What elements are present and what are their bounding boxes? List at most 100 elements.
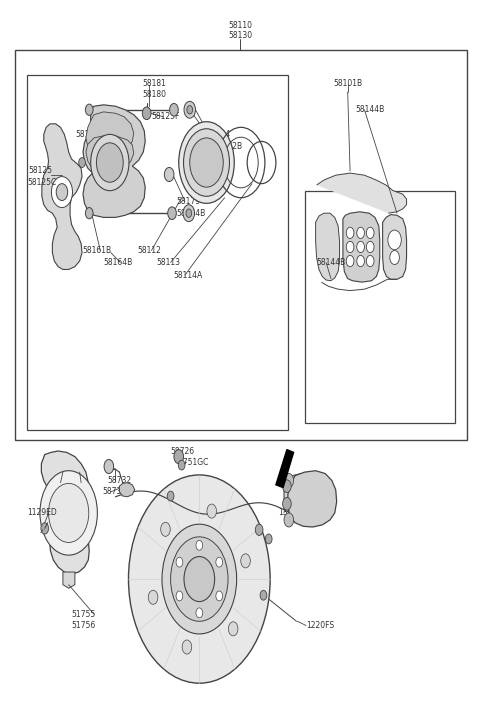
Circle shape [167,491,174,501]
Text: 58125: 58125 [28,166,52,176]
Circle shape [390,250,399,264]
Polygon shape [316,213,339,281]
Circle shape [79,158,85,168]
Text: 51756: 51756 [72,621,96,630]
Circle shape [161,522,170,537]
Polygon shape [86,136,134,171]
Text: 58114A: 58114A [173,271,202,280]
Polygon shape [42,124,82,269]
Text: 58162B: 58162B [214,142,243,151]
Text: 58180: 58180 [142,90,166,99]
Text: 58110: 58110 [228,21,252,30]
Circle shape [346,227,354,238]
Circle shape [162,525,237,634]
Circle shape [176,591,183,601]
Circle shape [255,525,263,535]
Text: 58151B: 58151B [214,534,243,544]
Circle shape [129,475,270,683]
Text: 58164B: 58164B [177,209,206,218]
Circle shape [179,122,234,203]
Circle shape [143,107,151,120]
Circle shape [284,474,294,488]
Text: 58163B: 58163B [75,130,104,139]
Text: 1751GC: 1751GC [209,522,239,532]
Text: 58732: 58732 [107,476,131,485]
Circle shape [96,143,123,182]
Circle shape [207,504,216,518]
Circle shape [85,207,93,219]
Circle shape [104,460,114,474]
Circle shape [283,498,291,510]
Circle shape [366,255,374,266]
Circle shape [196,608,203,618]
Circle shape [169,104,178,116]
Circle shape [241,554,251,568]
Circle shape [56,183,68,200]
Polygon shape [383,214,407,279]
Circle shape [51,176,72,207]
Circle shape [91,135,129,190]
Polygon shape [343,212,380,282]
Circle shape [187,106,192,114]
Circle shape [366,227,374,238]
Circle shape [48,484,89,542]
Text: 58144B: 58144B [317,258,346,267]
Circle shape [178,460,185,470]
Text: 58726: 58726 [170,446,195,455]
Circle shape [174,450,183,464]
Circle shape [265,534,272,544]
Circle shape [366,241,374,252]
Circle shape [196,540,203,550]
Text: 58181: 58181 [142,79,166,88]
Text: 1751GC: 1751GC [178,458,208,467]
Polygon shape [120,483,135,497]
Bar [15,50,468,441]
Circle shape [228,622,238,636]
Polygon shape [63,572,75,588]
Text: 58161B: 58161B [82,246,111,255]
Circle shape [346,255,354,266]
Text: 58314: 58314 [206,130,230,139]
Text: 58125F: 58125F [152,112,180,121]
Circle shape [216,591,223,601]
Circle shape [168,207,176,219]
Circle shape [148,590,158,604]
Polygon shape [288,471,336,527]
Bar [27,75,288,430]
Circle shape [184,556,215,601]
Circle shape [216,557,223,567]
Circle shape [184,102,195,118]
Text: 58130: 58130 [228,32,252,40]
Circle shape [183,129,229,196]
Text: 1220FS: 1220FS [306,621,334,630]
Circle shape [85,104,93,116]
Text: 58164B: 58164B [104,258,133,267]
Text: 58179: 58179 [177,197,201,206]
Text: 51712: 51712 [187,670,211,679]
Text: 1360GJ: 1360GJ [278,508,306,517]
Circle shape [164,168,174,181]
Polygon shape [276,450,294,488]
Polygon shape [83,105,145,217]
Polygon shape [41,451,89,574]
Circle shape [170,537,228,621]
Circle shape [183,204,194,221]
Polygon shape [317,173,407,213]
Text: 58125C: 58125C [27,178,56,187]
Circle shape [346,241,354,252]
Polygon shape [284,474,319,516]
Circle shape [41,523,48,534]
Polygon shape [86,112,134,154]
Circle shape [190,138,223,187]
Circle shape [182,640,192,654]
Circle shape [260,590,267,600]
Text: 51755: 51755 [72,610,96,619]
Text: 1129ED: 1129ED [27,508,57,517]
Circle shape [357,227,364,238]
Circle shape [40,471,97,555]
Text: 58144B: 58144B [355,105,384,114]
Text: 58113: 58113 [156,258,180,267]
Circle shape [176,557,183,567]
Bar [305,190,456,423]
Circle shape [283,480,291,493]
